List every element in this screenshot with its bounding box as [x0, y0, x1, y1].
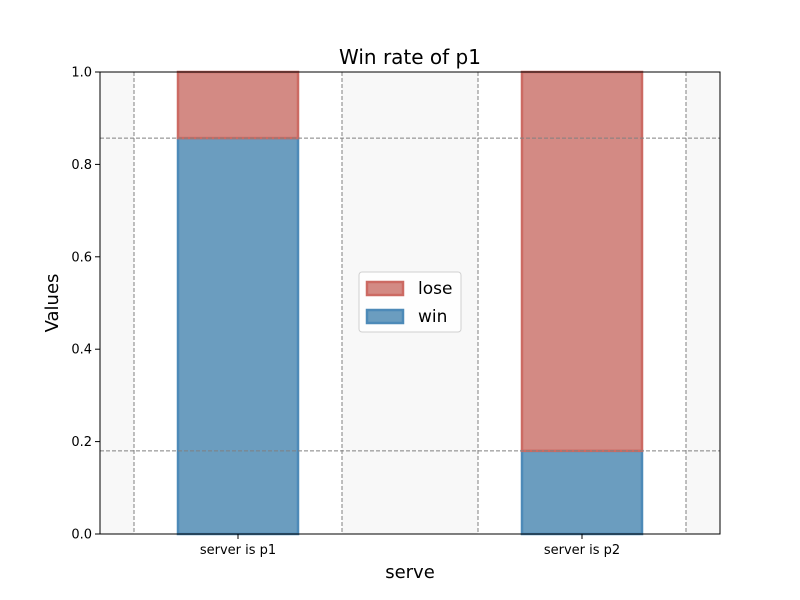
y-tick-label: 0.2	[71, 435, 92, 450]
x-axis: server is p1 server is p2	[200, 534, 620, 558]
y-tick-label: 0.0	[71, 528, 92, 543]
bar-win	[176, 136, 300, 536]
bar-lose	[176, 70, 300, 140]
legend-swatch-win	[365, 308, 405, 325]
x-axis-label: serve	[385, 562, 435, 583]
plot-frame	[99, 71, 721, 535]
y-axis-label: Values	[42, 274, 63, 333]
y-axis: 0.0 0.2 0.4 0.6 0.8 1.0	[71, 66, 100, 543]
legend-label-win: win	[418, 307, 447, 327]
bars	[176, 70, 644, 536]
legend-swatch-lose	[365, 280, 405, 297]
bar-lose	[520, 70, 644, 453]
x-tick-label: server is p1	[200, 543, 276, 558]
grid-lines	[100, 72, 720, 534]
y-tick-label: 0.8	[71, 158, 92, 173]
chart-title: Win rate of p1	[339, 45, 481, 69]
y-tick-label: 1.0	[71, 66, 92, 81]
bar-win	[520, 449, 644, 536]
legend-label-lose: lose	[418, 279, 452, 299]
y-tick-label: 0.4	[71, 343, 92, 358]
y-tick-label: 0.6	[71, 250, 92, 265]
x-tick-label: server is p2	[544, 543, 620, 558]
legend: lose win	[358, 271, 462, 333]
